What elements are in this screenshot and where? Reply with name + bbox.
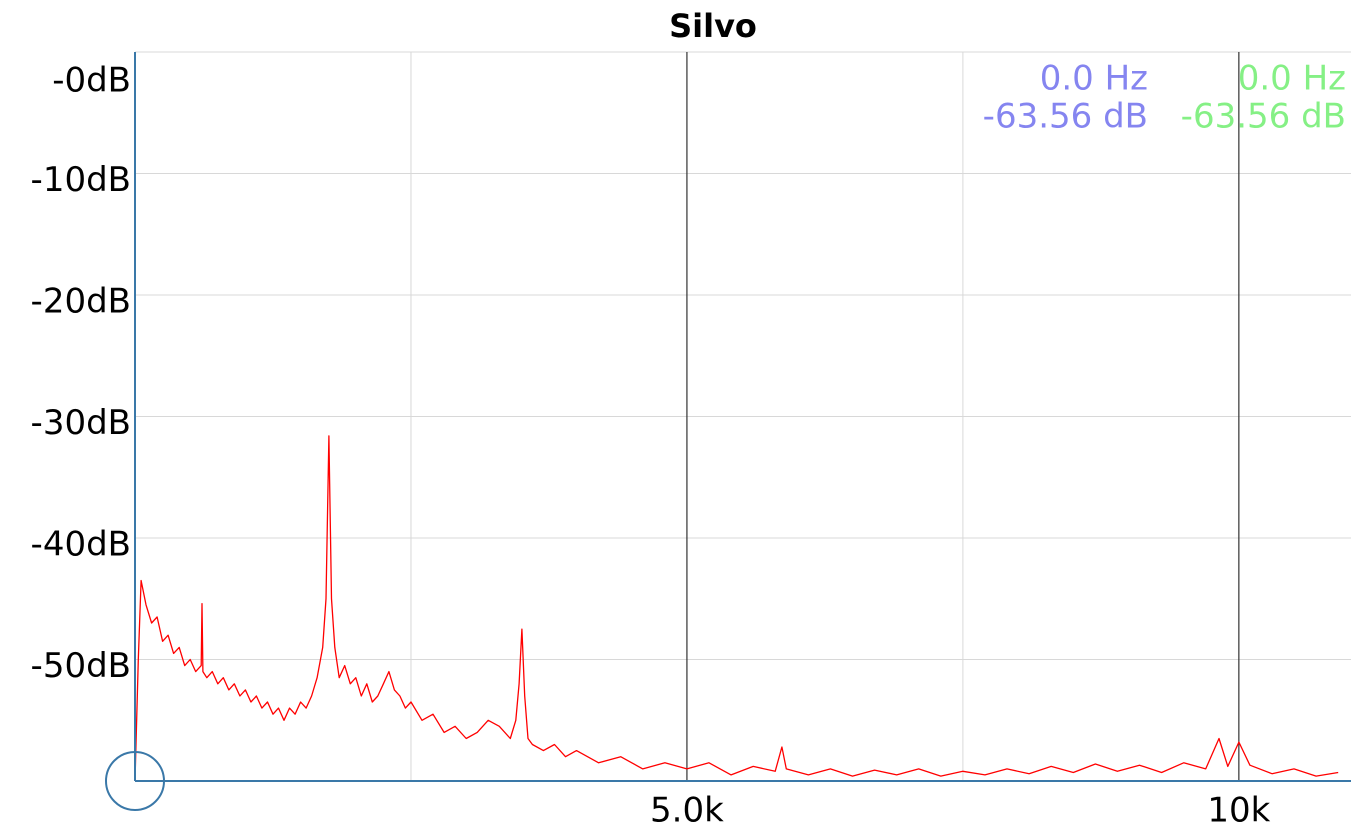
y-tick-label: -20dB: [31, 282, 131, 322]
readout-freq: 0.0 Hz: [1040, 59, 1148, 99]
chart-title: Silvo: [669, 7, 757, 45]
x-tick-label: 5.0k: [650, 791, 724, 831]
y-tick-label: -10dB: [31, 160, 131, 200]
y-tick-label: -40dB: [31, 525, 131, 565]
y-tick-label: -0dB: [52, 61, 131, 101]
readout-freq: 0.0 Hz: [1238, 59, 1346, 99]
cursor-ring: [105, 751, 165, 811]
readout-level: -63.56 dB: [983, 97, 1148, 137]
y-tick-label: -50dB: [31, 646, 131, 686]
x-tick-label: 10k: [1207, 791, 1270, 831]
readout-level: -63.56 dB: [1181, 97, 1346, 137]
spectrum-line: [134, 435, 1339, 782]
y-tick-label: -30dB: [31, 403, 131, 443]
